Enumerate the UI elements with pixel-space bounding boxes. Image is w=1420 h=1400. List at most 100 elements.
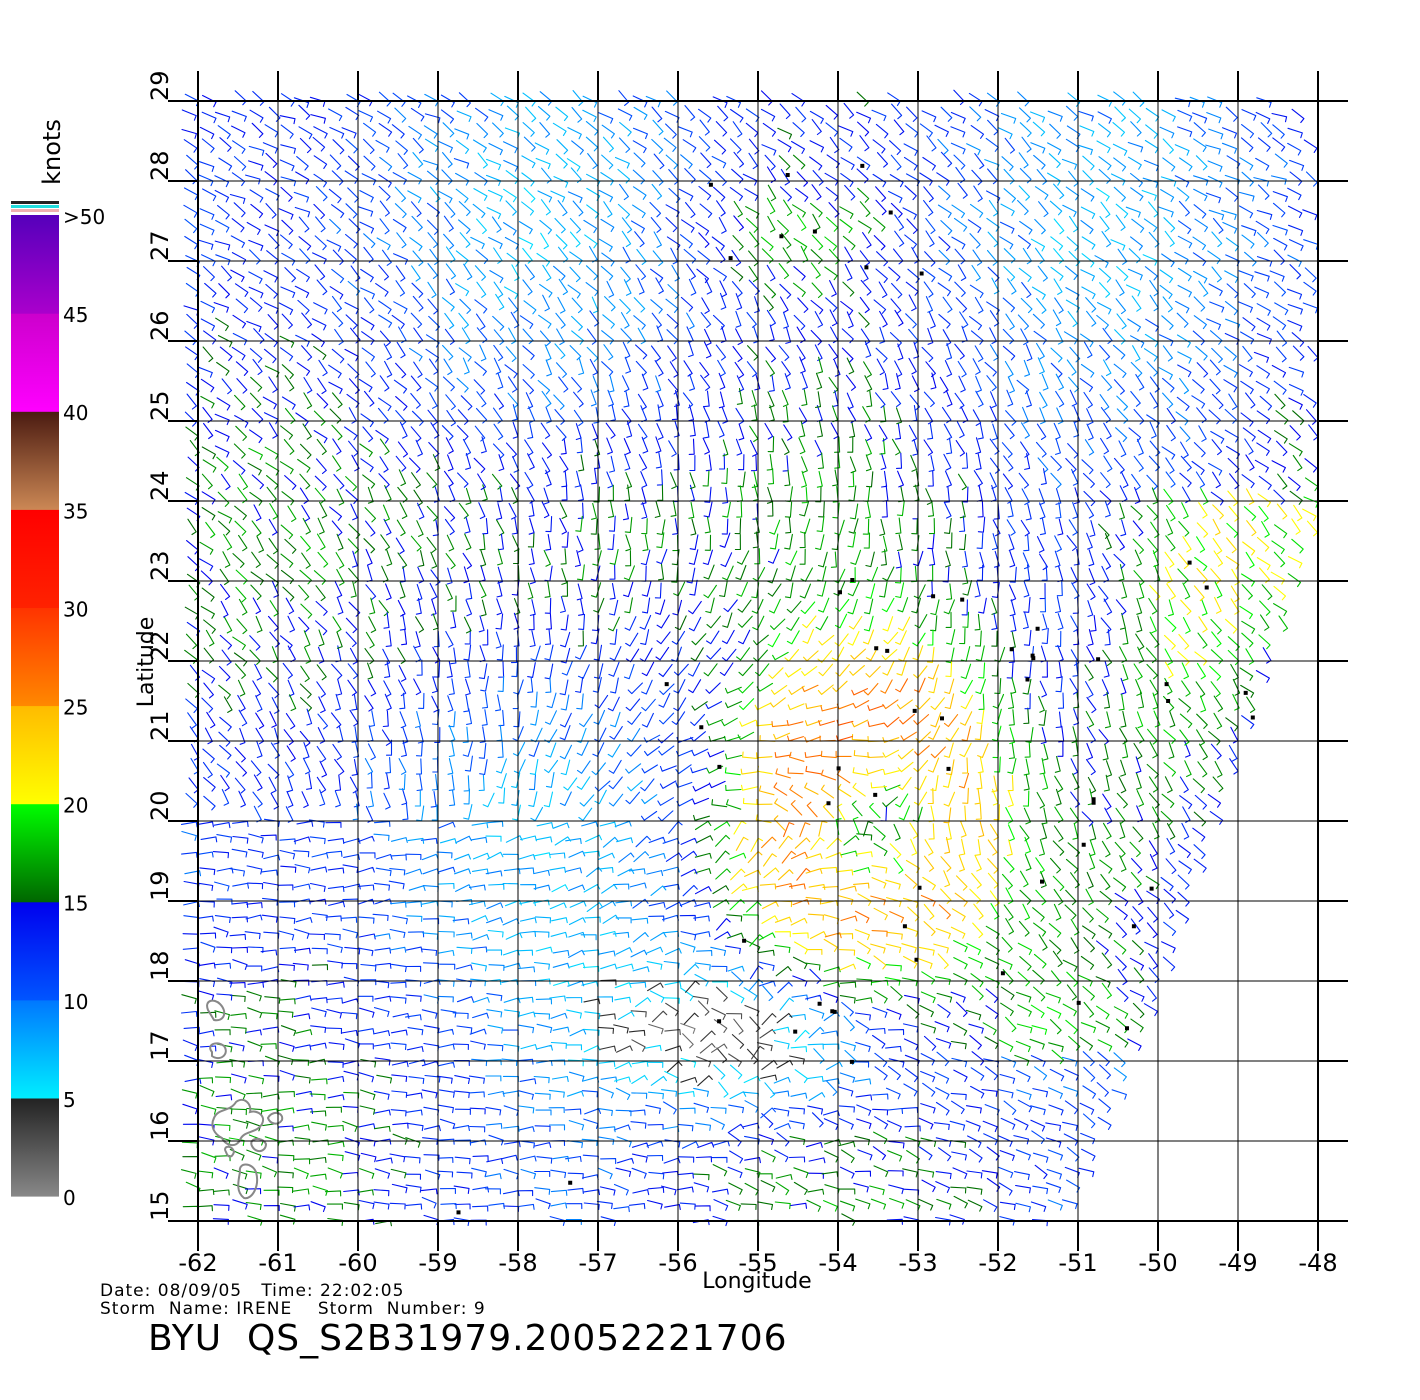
wind-vector-group [235, 425, 1223, 1033]
wind-vector-group [197, 456, 1241, 1196]
wind-vector-group [902, 897, 919, 908]
wind-vector-group [429, 107, 1160, 924]
colorbar-band [11, 901, 59, 1001]
wind-vector-group [262, 184, 1239, 1100]
wind-vector-group [471, 122, 1142, 1102]
wind-vector-group [599, 930, 617, 937]
wind-vector-group [958, 518, 1221, 872]
wind-vector-group [783, 752, 822, 838]
wind-vector-group [197, 142, 1176, 1227]
wind-vector-group [536, 153, 1177, 829]
wind-vector-group [760, 236, 1013, 970]
wind-vector-group [521, 106, 603, 912]
wind-vector-group [180, 93, 1095, 1163]
wind-vector-group [744, 665, 934, 940]
wind-vector-group [180, 127, 1254, 1227]
wind-vector-group [454, 92, 1112, 1003]
wind-vector-group [1033, 524, 1288, 969]
wind-vector-group [277, 468, 874, 1114]
wind-vector-group [836, 703, 970, 789]
colorbar-label: 5 [63, 1088, 76, 1112]
wind-vector-group [491, 154, 1303, 1211]
wind-vector-group [232, 518, 1174, 1195]
wind-vector-group [182, 90, 1303, 1179]
wind-vector-group [852, 700, 930, 726]
y-tick-label: 29 [146, 70, 174, 101]
colorbar-label: >50 [63, 205, 105, 229]
x-tick-label: -61 [258, 1249, 297, 1277]
wind-vector-group [790, 746, 946, 860]
colorbar-band [11, 705, 59, 805]
wind-vector-group [183, 90, 1238, 1161]
wind-vector-group [991, 725, 1002, 742]
x-tick-label: -50 [1138, 1249, 1177, 1277]
wind-vector-group [663, 997, 680, 1004]
wind-vector-group [769, 519, 1222, 1065]
wind-vector-group [802, 628, 935, 839]
wind-vector-group [279, 247, 1145, 1225]
wind-vector-group [198, 326, 1286, 1179]
wind-vector-group [754, 649, 800, 711]
wind-vector-group [186, 108, 1318, 1195]
x-tick-labels: -62 -61 -60 -59 -58 -57 -56 -55 -54 -53 -52 -51 -50 -… [178, 1249, 1337, 1277]
wind-vector-group [923, 743, 989, 937]
wind-vector-group [183, 108, 1286, 1132]
wind-vector-group [190, 110, 1285, 1213]
wind-vector-group [1017, 971, 1030, 987]
wind-vector-group [836, 504, 1303, 856]
wind-vector-group [749, 551, 1286, 947]
wind-vector-group [736, 521, 1190, 1004]
wind-vector-group [742, 236, 1047, 921]
wind-vector-group [893, 857, 904, 874]
wind-vector-group [458, 94, 1113, 1053]
wind-vector-group [772, 1026, 790, 1033]
wind-vector-group [442, 112, 1241, 1132]
wind-vector-group [235, 520, 1191, 697]
wind-vector-group [228, 218, 1177, 1146]
wind-vector-group [196, 217, 1175, 1179]
wind-vector-group [454, 121, 1221, 1114]
colorbar-cap-stripe [11, 205, 59, 208]
wind-vector-group [219, 96, 1305, 1211]
wind-vector-group [730, 776, 982, 889]
wind-vector-group [187, 127, 983, 1212]
wind-vector-group [555, 201, 1159, 1036]
colorbar-label: 10 [63, 990, 88, 1014]
wind-vector-group [300, 535, 955, 664]
wind-vector-group [825, 553, 1189, 920]
wind-vector-group [913, 520, 1257, 773]
wind-vector-group [820, 615, 981, 971]
wind-vector-group [518, 237, 569, 893]
x-tick-label: -55 [738, 1249, 777, 1277]
wind-vector-group [990, 505, 1269, 920]
wind-vector-group [847, 505, 1301, 666]
wind-vector-group [245, 109, 1303, 1210]
wind-vector-group [230, 187, 1160, 1197]
wind-vector-group [376, 124, 1254, 1099]
wind-vector-group [786, 630, 800, 645]
wind-vector-group [733, 502, 1318, 835]
wind-vector-group [796, 214, 1031, 921]
wind-vector-group [788, 682, 917, 816]
wind-vector-group [871, 865, 952, 904]
colorbar-cap-stripe [11, 209, 59, 212]
wind-vector-group [261, 121, 1288, 1193]
wind-vector-group [422, 92, 1225, 1148]
wind-vector-group [439, 250, 1016, 987]
wind-vector-group [261, 615, 1289, 1115]
wind-vector-group [185, 395, 1256, 1178]
wind-vector-group [800, 506, 1257, 1019]
wind-vector-group [806, 801, 858, 922]
y-tick-label: 26 [146, 310, 174, 341]
wind-vector-group [189, 110, 1271, 1146]
wind-vector-group [352, 110, 1175, 1196]
wind-vector-group [317, 452, 1093, 1004]
y-tick-label: 17 [146, 1030, 174, 1061]
wind-vector-group [442, 154, 1174, 1114]
y-tick-label: 22 [146, 630, 174, 661]
wind-vector-group [407, 154, 1000, 1100]
wind-vector-group [784, 598, 1240, 678]
wind-vector-group [582, 965, 600, 972]
wind-vector-group [199, 91, 1270, 1213]
wind-vector-group [222, 232, 1303, 1196]
